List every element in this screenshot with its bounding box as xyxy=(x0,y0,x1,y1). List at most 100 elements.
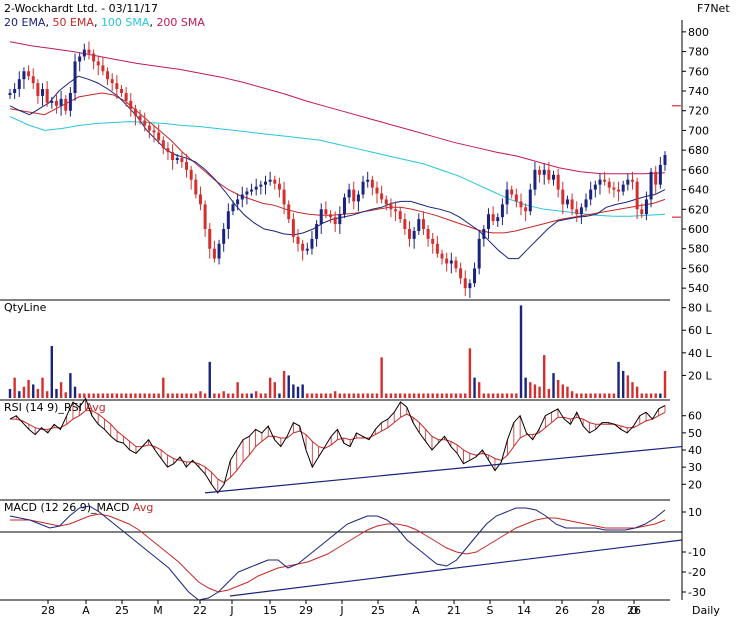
volume-bar xyxy=(241,393,244,398)
price-tick-label: 680 xyxy=(688,144,709,157)
volume-bar xyxy=(203,393,207,398)
candle-body xyxy=(431,238,435,244)
volume-bar xyxy=(8,388,12,398)
volume-bar xyxy=(115,393,119,398)
candle-body xyxy=(575,209,579,215)
price-tick-label: 700 xyxy=(688,124,709,137)
volume-bar xyxy=(50,346,54,398)
volume-bar xyxy=(422,393,425,398)
candle-body xyxy=(245,191,249,195)
candle-body xyxy=(45,89,49,103)
rsi-tick-label: 30 xyxy=(688,461,702,474)
macd-trendline xyxy=(229,539,683,597)
volume-bar xyxy=(13,377,16,398)
candle-body xyxy=(477,238,481,269)
candle-body xyxy=(459,268,463,279)
volume-bar xyxy=(217,393,221,398)
candle-body xyxy=(589,189,593,200)
candle-body xyxy=(157,132,161,141)
candle-body xyxy=(180,158,184,162)
volume-bar xyxy=(403,393,407,398)
volume-bar xyxy=(171,393,174,398)
volume-bar xyxy=(598,393,602,398)
candle-body xyxy=(491,214,495,222)
candle-body xyxy=(366,179,370,182)
volume-bar xyxy=(110,393,114,398)
candle-body xyxy=(486,214,490,229)
candle-body xyxy=(115,83,119,90)
sma100-line xyxy=(9,116,666,217)
candle-body xyxy=(658,164,662,185)
volume-bar xyxy=(621,370,625,398)
candle-body xyxy=(268,179,272,182)
volume-bar xyxy=(538,386,541,398)
volume-bar xyxy=(333,391,337,398)
candle-body xyxy=(649,171,653,200)
volume-bar xyxy=(120,393,123,398)
candle-body xyxy=(640,209,644,215)
volume-bar xyxy=(32,384,35,398)
candle-body xyxy=(621,184,625,192)
candle-body xyxy=(380,193,384,200)
volume-bar xyxy=(515,393,518,398)
x-axis: 28 A 25 M 22 J 15 29 J 25 A 21 S 14 26 28 O26 xyxy=(41,600,641,617)
candle-body xyxy=(17,79,21,90)
volume-bar xyxy=(315,393,318,398)
volume-bar xyxy=(101,393,105,398)
macd-name: MACD (12 26 9) xyxy=(4,501,91,514)
macd-label: MACD (12 26 9)_MACD Avg xyxy=(4,501,153,514)
volume-bar xyxy=(143,393,146,398)
volume-bar xyxy=(36,388,40,398)
candle-body xyxy=(514,194,518,202)
candle-body xyxy=(161,140,165,149)
volume-bar xyxy=(445,393,448,398)
qty-label: QtyLine xyxy=(4,301,47,314)
qty-panel: 20 L 40 L 60 L 80 L xyxy=(8,302,712,398)
candle-body xyxy=(171,152,175,160)
candle-body xyxy=(138,115,142,121)
candle-body xyxy=(519,201,523,208)
candle-body xyxy=(185,161,189,170)
volume-bar xyxy=(389,393,393,398)
candle-body xyxy=(473,268,477,284)
x-tick-label: 28 xyxy=(41,604,55,617)
candle-body xyxy=(68,92,72,111)
macd-panel: 10 -10 -20 -30 xyxy=(0,505,706,601)
volume-bar xyxy=(399,393,402,398)
volume-bar xyxy=(134,393,137,398)
qty-tick-label: 80 L xyxy=(688,302,712,315)
candle-body xyxy=(263,181,267,185)
volume-bar xyxy=(162,377,165,398)
candle-body xyxy=(421,219,425,229)
volume-bar xyxy=(310,393,314,398)
x-tick-label: 26 xyxy=(627,604,641,617)
candle-body xyxy=(333,217,337,225)
candle-body xyxy=(338,214,342,225)
volume-bar xyxy=(338,393,342,398)
rsi-name: RSI (14 9) xyxy=(4,401,58,414)
candle-body xyxy=(315,224,319,239)
rsi-label: RSI (14 9)_RSI Avg xyxy=(4,401,106,414)
candle-body xyxy=(110,79,114,84)
candle-body xyxy=(78,56,82,62)
volume-bar xyxy=(27,379,30,398)
macd-avg-line xyxy=(10,513,666,593)
macd-line xyxy=(9,505,666,601)
x-tick-label: 21 xyxy=(447,604,461,617)
candle-body xyxy=(124,92,128,101)
volume-bar xyxy=(166,393,170,398)
candle-body xyxy=(143,120,147,126)
volume-bar xyxy=(645,393,648,398)
volume-bar xyxy=(473,377,476,398)
candle-body xyxy=(36,83,40,96)
x-tick-label: J xyxy=(339,604,343,617)
candle-body xyxy=(375,187,379,194)
volume-bar xyxy=(505,393,509,398)
volume-bar xyxy=(124,393,128,398)
candle-body xyxy=(426,229,430,239)
volume-bar xyxy=(575,393,578,398)
volume-bar xyxy=(640,393,643,398)
candle-body xyxy=(398,211,402,220)
price-tick-label: 660 xyxy=(688,164,709,177)
x-tick-label: 26 xyxy=(555,604,569,617)
